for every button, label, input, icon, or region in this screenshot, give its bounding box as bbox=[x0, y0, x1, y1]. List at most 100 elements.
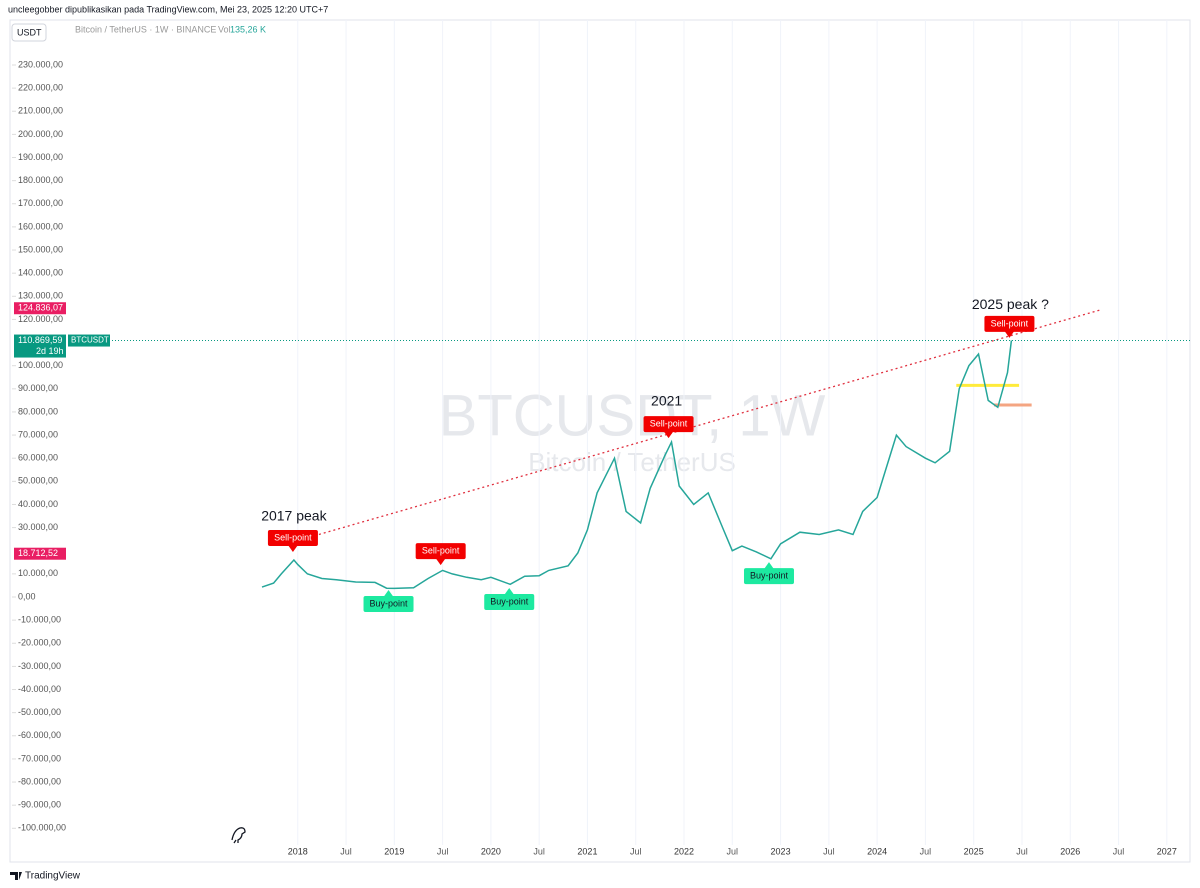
symbol-info: Bitcoin / TetherUS · 1W · BINANCE bbox=[75, 24, 216, 34]
x-tick-label: Jul bbox=[1113, 846, 1125, 856]
watermark-subtitle: Bitcoin / TetherUS bbox=[528, 447, 736, 477]
signal-box bbox=[415, 543, 466, 560]
signal-box bbox=[484, 593, 535, 610]
x-tick-label: Jul bbox=[533, 846, 545, 856]
brand-icon bbox=[10, 872, 22, 880]
y-tick-label: -60.000,00 bbox=[18, 730, 61, 740]
y-tick-label: -50.000,00 bbox=[18, 707, 61, 717]
currency: USDT bbox=[17, 27, 42, 37]
publisher: uncleegobber dipublikasikan pada Trading… bbox=[8, 4, 328, 14]
chart-frame bbox=[9, 19, 1191, 863]
signal-label: Sell-point bbox=[991, 318, 1029, 328]
x-tick-label: 2021 bbox=[577, 846, 597, 856]
signal-label: Sell-point bbox=[274, 532, 312, 542]
symbol-tag bbox=[68, 334, 110, 347]
signal-pointer bbox=[435, 558, 446, 566]
x-tick-label: 2019 bbox=[384, 846, 404, 856]
price-tag-label: 18.712,52 bbox=[18, 548, 58, 558]
signal-label: Buy-point bbox=[750, 570, 789, 580]
signal-pointer bbox=[663, 431, 674, 439]
y-tick-label: 10.000,00 bbox=[18, 568, 58, 578]
x-tick-label: 2025 bbox=[964, 846, 984, 856]
y-tick-label: 200.000,00 bbox=[18, 129, 63, 139]
y-tick-label: 170.000,00 bbox=[18, 198, 63, 208]
annotation: 2021 bbox=[651, 393, 682, 409]
y-tick-label: 80.000,00 bbox=[18, 406, 58, 416]
annotation: 2017 peak bbox=[261, 508, 327, 524]
x-tick-label: 2018 bbox=[288, 846, 308, 856]
x-tick-label: Jul bbox=[823, 846, 835, 856]
price-line bbox=[261, 340, 1013, 590]
x-tick-label: Jul bbox=[727, 846, 739, 856]
currency-box bbox=[11, 23, 47, 42]
x-tick-label: Jul bbox=[920, 846, 932, 856]
watermark: BTCUSDT, 1W Bitcoin / TetherUS bbox=[439, 383, 826, 477]
x-tick-label: 2024 bbox=[867, 846, 887, 856]
y-tick-label: -10.000,00 bbox=[18, 615, 61, 625]
price-tag bbox=[14, 547, 66, 560]
watermark-title: BTCUSDT, 1W bbox=[439, 383, 826, 448]
y-tick-label: -20.000,00 bbox=[18, 638, 61, 648]
x-tick-label: 2027 bbox=[1157, 846, 1177, 856]
price-tag bbox=[14, 302, 66, 315]
y-tick-label: -80.000,00 bbox=[18, 776, 61, 786]
signal-pointer bbox=[504, 587, 515, 595]
signal-label: Buy-point bbox=[370, 598, 409, 608]
y-tick-label: 190.000,00 bbox=[18, 152, 63, 162]
logo-icon bbox=[231, 827, 246, 844]
volume-label: Vol bbox=[218, 24, 231, 34]
brand: TradingView bbox=[25, 871, 81, 882]
y-tick-label: 0,00 bbox=[18, 591, 36, 601]
x-tick-label: Jul bbox=[630, 846, 642, 856]
volume: 135,26 K bbox=[230, 24, 266, 34]
y-tick-label: 210.000,00 bbox=[18, 106, 63, 116]
y-tick-label: -30.000,00 bbox=[18, 661, 61, 671]
y-tick-label: 180.000,00 bbox=[18, 175, 63, 185]
countdown: 2d 19h bbox=[36, 346, 64, 356]
y-tick-label: -100.000,00 bbox=[18, 823, 66, 833]
trendline bbox=[299, 309, 1101, 541]
x-tick-label: Jul bbox=[1016, 846, 1028, 856]
x-tick-label: Jul bbox=[437, 846, 449, 856]
y-tick-label: 70.000,00 bbox=[18, 429, 58, 439]
y-tick-label: 30.000,00 bbox=[18, 522, 58, 532]
signal-box bbox=[267, 530, 318, 547]
y-tick-label: 120.000,00 bbox=[18, 314, 63, 324]
signal-box bbox=[363, 596, 414, 613]
signal-pointer bbox=[1004, 330, 1015, 338]
last-price-tag bbox=[14, 334, 66, 358]
symbol-label: BTCUSDT bbox=[71, 336, 109, 345]
signal-label: Buy-point bbox=[490, 596, 529, 606]
x-tick-label: 2022 bbox=[674, 846, 694, 856]
annotation: 2025 peak ? bbox=[972, 296, 1049, 312]
x-tick-label: Jul bbox=[340, 846, 352, 856]
y-tick-label: 220.000,00 bbox=[18, 82, 63, 92]
x-tick-label: 2023 bbox=[771, 846, 791, 856]
y-tick-label: 60.000,00 bbox=[18, 453, 58, 463]
signal-box bbox=[984, 315, 1035, 332]
signal-pointer bbox=[763, 562, 774, 570]
signal-box bbox=[743, 568, 794, 585]
x-tick-label: 2020 bbox=[481, 846, 501, 856]
signal-box bbox=[643, 416, 694, 433]
y-tick-label: -40.000,00 bbox=[18, 684, 61, 694]
y-tick-label: 150.000,00 bbox=[18, 244, 63, 254]
x-tick-label: 2026 bbox=[1060, 846, 1080, 856]
y-tick-label: 100.000,00 bbox=[18, 360, 63, 370]
price-tag-label: 124.836,07 bbox=[18, 303, 63, 313]
y-tick-label: 230.000,00 bbox=[18, 59, 63, 69]
signal-label: Sell-point bbox=[650, 418, 688, 428]
signal-pointer bbox=[383, 590, 394, 598]
y-tick-label: 50.000,00 bbox=[18, 476, 58, 486]
signal-pointer bbox=[287, 545, 298, 553]
y-tick-label: 140.000,00 bbox=[18, 268, 63, 278]
y-tick-label: -90.000,00 bbox=[18, 800, 61, 810]
signal-label: Sell-point bbox=[422, 545, 460, 555]
y-tick-label: 130.000,00 bbox=[18, 291, 63, 301]
y-tick-label: -70.000,00 bbox=[18, 753, 61, 763]
y-tick-label: 160.000,00 bbox=[18, 221, 63, 231]
plot: 2018 Jul 2019 Jul 2020 Jul 2021 Jul 2022 Jul 2023 J… bbox=[12, 20, 1190, 856]
